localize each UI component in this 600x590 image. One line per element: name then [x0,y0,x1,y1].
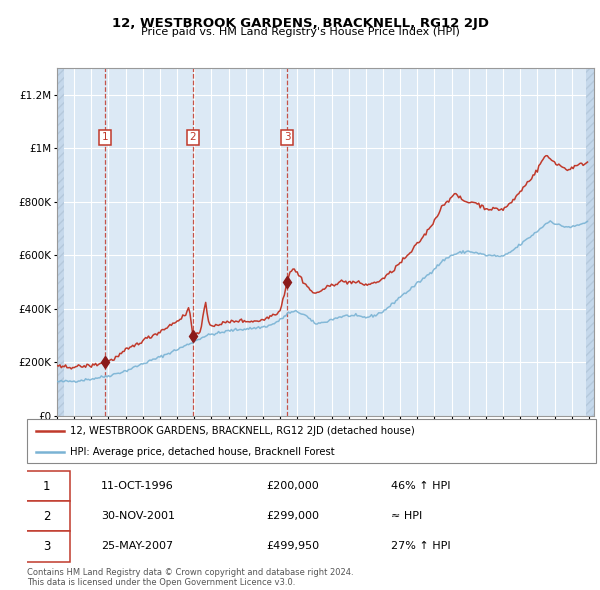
FancyBboxPatch shape [24,471,70,501]
Bar [57,68,64,416]
Text: 3: 3 [43,540,50,553]
Text: 3: 3 [284,133,290,142]
Text: 25-MAY-2007: 25-MAY-2007 [101,542,173,552]
Text: ≈ HPI: ≈ HPI [391,512,422,521]
FancyBboxPatch shape [24,501,70,532]
FancyBboxPatch shape [24,532,70,562]
Text: 12, WESTBROOK GARDENS, BRACKNELL, RG12 2JD: 12, WESTBROOK GARDENS, BRACKNELL, RG12 2… [112,17,488,30]
Text: £200,000: £200,000 [266,481,319,491]
Text: Contains HM Land Registry data © Crown copyright and database right 2024.
This d: Contains HM Land Registry data © Crown c… [27,568,353,587]
Text: HPI: Average price, detached house, Bracknell Forest: HPI: Average price, detached house, Brac… [70,447,334,457]
Text: £499,950: £499,950 [266,542,319,552]
Text: 11-OCT-1996: 11-OCT-1996 [101,481,173,491]
Text: £299,000: £299,000 [266,512,319,521]
Text: 27% ↑ HPI: 27% ↑ HPI [391,542,451,552]
Text: 2: 2 [43,510,50,523]
Text: 1: 1 [101,133,108,142]
Text: 1: 1 [43,480,50,493]
Text: 2: 2 [190,133,196,142]
Text: 46% ↑ HPI: 46% ↑ HPI [391,481,451,491]
Text: 12, WESTBROOK GARDENS, BRACKNELL, RG12 2JD (detached house): 12, WESTBROOK GARDENS, BRACKNELL, RG12 2… [70,427,415,436]
Text: Price paid vs. HM Land Registry's House Price Index (HPI): Price paid vs. HM Land Registry's House … [140,27,460,37]
Bar [586,68,595,416]
Text: 30-NOV-2001: 30-NOV-2001 [101,512,175,521]
